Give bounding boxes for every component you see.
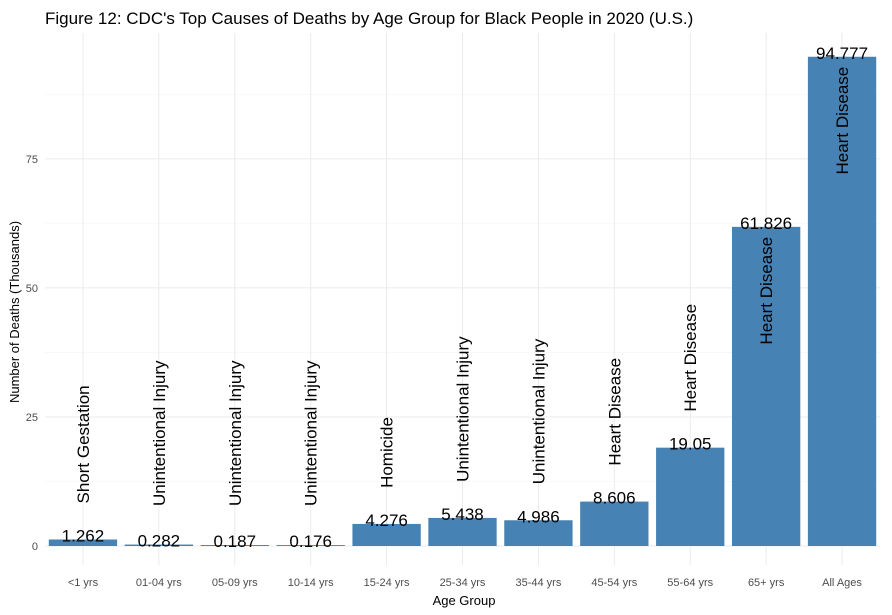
cause-label: Heart Disease <box>681 304 700 412</box>
y-tick-label: 25 <box>26 412 38 424</box>
y-tick-label: 0 <box>32 541 38 553</box>
value-label: 5.438 <box>441 505 484 524</box>
x-tick-label: 25-34 yrs <box>440 577 486 589</box>
x-tick-label: All Ages <box>822 577 862 589</box>
cause-label: Unintentional Injury <box>226 360 245 506</box>
x-tick-label: 45-54 yrs <box>591 577 637 589</box>
x-tick-label: <1 yrs <box>68 577 99 589</box>
cause-label: Unintentional Injury <box>454 336 473 482</box>
bar <box>656 447 725 546</box>
bars: 1.262 Short Gestation 0.282 Unintentional I… <box>48 44 877 551</box>
bar <box>48 539 118 546</box>
value-label: 94.777 <box>816 44 868 63</box>
cause-label: Heart Disease <box>757 237 776 345</box>
y-axis-ticks: 0 25 50 75 <box>26 154 38 553</box>
bar <box>807 56 877 546</box>
x-tick-label: 35-44 yrs <box>515 577 561 589</box>
value-label: 0.176 <box>289 532 332 551</box>
bar <box>580 501 649 546</box>
cause-label: Heart Disease <box>605 358 624 466</box>
bar <box>504 520 573 546</box>
cause-label: Heart Disease <box>833 67 852 175</box>
value-label: 19.05 <box>669 435 712 454</box>
chart-title: Figure 12: CDC's Top Causes of Deaths by… <box>45 9 693 28</box>
y-tick-label: 50 <box>26 283 38 295</box>
x-tick-label: 05-09 yrs <box>212 577 258 589</box>
bar <box>428 517 497 546</box>
x-tick-label: 55-64 yrs <box>667 577 713 589</box>
value-label: 61.826 <box>740 214 792 233</box>
cause-label: Unintentional Injury <box>529 338 548 484</box>
cause-label: Short Gestation <box>74 385 93 503</box>
value-label: 4.276 <box>365 511 408 530</box>
cause-label: Unintentional Injury <box>150 360 169 506</box>
bar <box>276 545 345 546</box>
y-tick-label: 75 <box>26 154 38 166</box>
bar <box>731 226 801 546</box>
y-axis-label: Number of Deaths (Thousands) <box>7 221 22 403</box>
x-tick-label: 01-04 yrs <box>136 577 182 589</box>
value-label: 0.282 <box>138 532 181 551</box>
x-tick-label: 65+ yrs <box>748 577 785 589</box>
x-axis-ticks: <1 yrs 01-04 yrs 05-09 yrs 10-14 yrs 15-24 y… <box>68 577 863 589</box>
value-label: 4.986 <box>517 507 560 526</box>
bar <box>200 545 269 546</box>
bar <box>124 544 194 546</box>
value-label: 8.606 <box>593 489 636 508</box>
x-tick-label: 10-14 yrs <box>288 577 334 589</box>
cause-label: Homicide <box>378 417 397 488</box>
value-label: 0.187 <box>213 532 256 551</box>
cause-label: Unintentional Injury <box>302 360 321 506</box>
value-label: 1.262 <box>62 526 105 545</box>
x-axis-label: Age Group <box>433 593 496 608</box>
bar <box>352 523 421 546</box>
x-tick-label: 15-24 yrs <box>364 577 410 589</box>
